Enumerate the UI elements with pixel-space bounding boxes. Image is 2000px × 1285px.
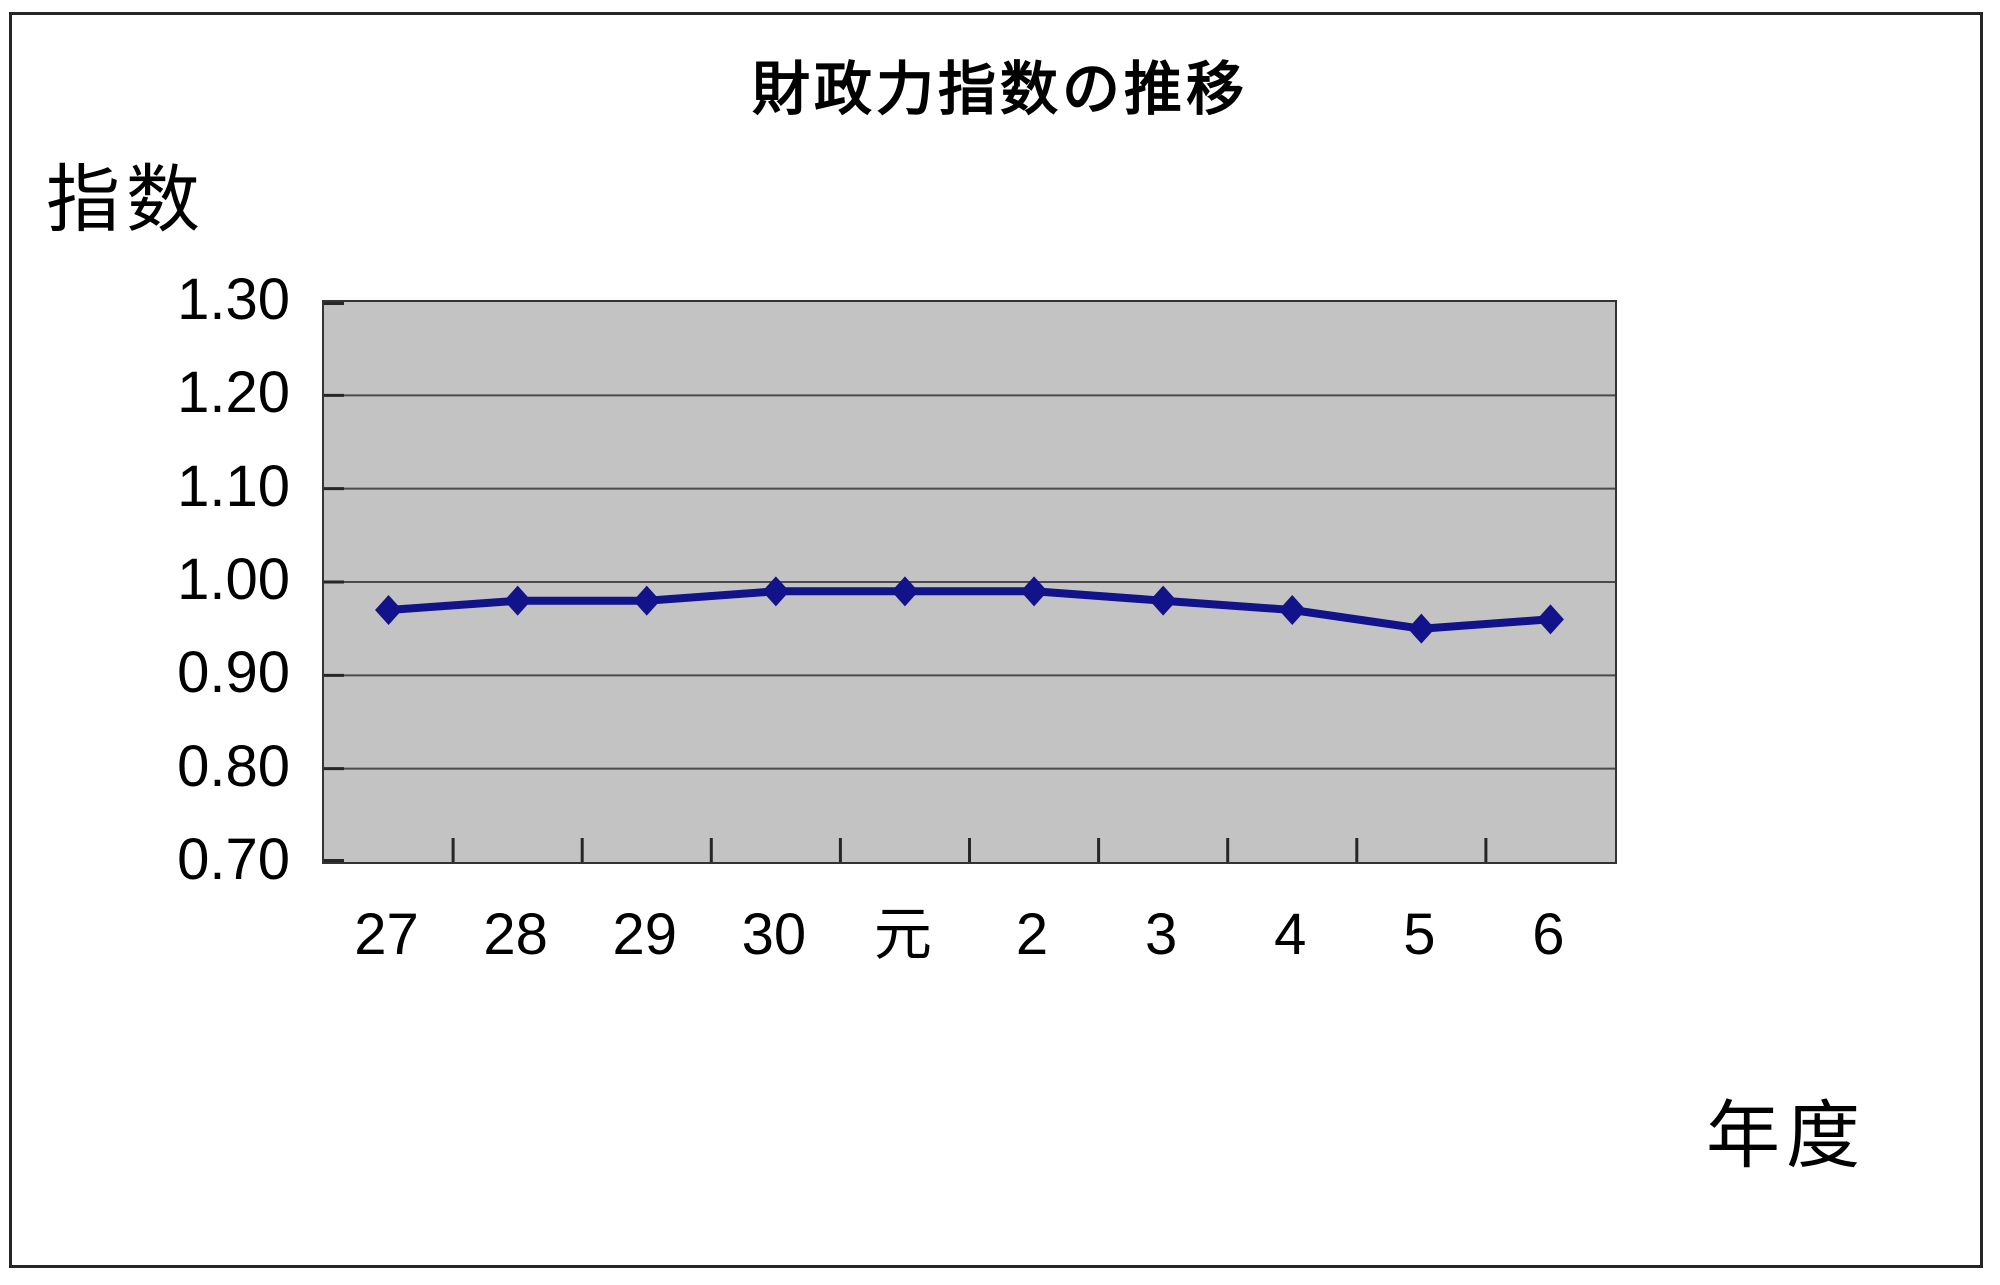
data-point-marker (1278, 595, 1306, 625)
y-axis-title: 指数 (46, 158, 206, 241)
y-tick-label: 1.20 (177, 360, 290, 426)
y-tick-label: 1.00 (177, 547, 290, 612)
data-point-marker (633, 585, 661, 616)
x-tick-label: 2 (1015, 902, 1049, 967)
x-tick-label: 30 (741, 902, 807, 967)
y-tick-label: 0.90 (177, 640, 290, 706)
data-point-marker (504, 585, 532, 616)
data-point-marker (1149, 585, 1177, 616)
x-tick-label: 28 (483, 902, 548, 967)
x-tick-label: 4 (1274, 902, 1307, 967)
x-tick-label: 5 (1403, 902, 1436, 967)
plot-area (322, 300, 1617, 864)
data-point-marker (762, 576, 790, 607)
data-point-marker (1020, 576, 1048, 607)
line-chart-svg (324, 302, 1615, 862)
x-tick-label: 29 (612, 902, 677, 967)
data-point-marker (375, 595, 403, 625)
x-tick-label: 3 (1145, 902, 1178, 967)
data-line (384, 587, 1555, 633)
x-axis-title: 年度 (1706, 1094, 1866, 1177)
data-point-marker (1536, 604, 1564, 635)
y-tick-label: 1.10 (177, 453, 290, 519)
x-tick-label: 6 (1532, 902, 1565, 967)
data-point-marker (891, 576, 919, 607)
data-point-marker (1407, 613, 1435, 644)
chart-title: 財政力指数の推移 (751, 57, 1248, 122)
x-tick-label: 元 (873, 902, 932, 967)
x-tick-label: 27 (354, 902, 419, 967)
y-tick-label: 0.70 (177, 827, 290, 892)
y-tick-label: 1.30 (177, 267, 290, 332)
y-tick-label: 0.80 (177, 733, 290, 799)
